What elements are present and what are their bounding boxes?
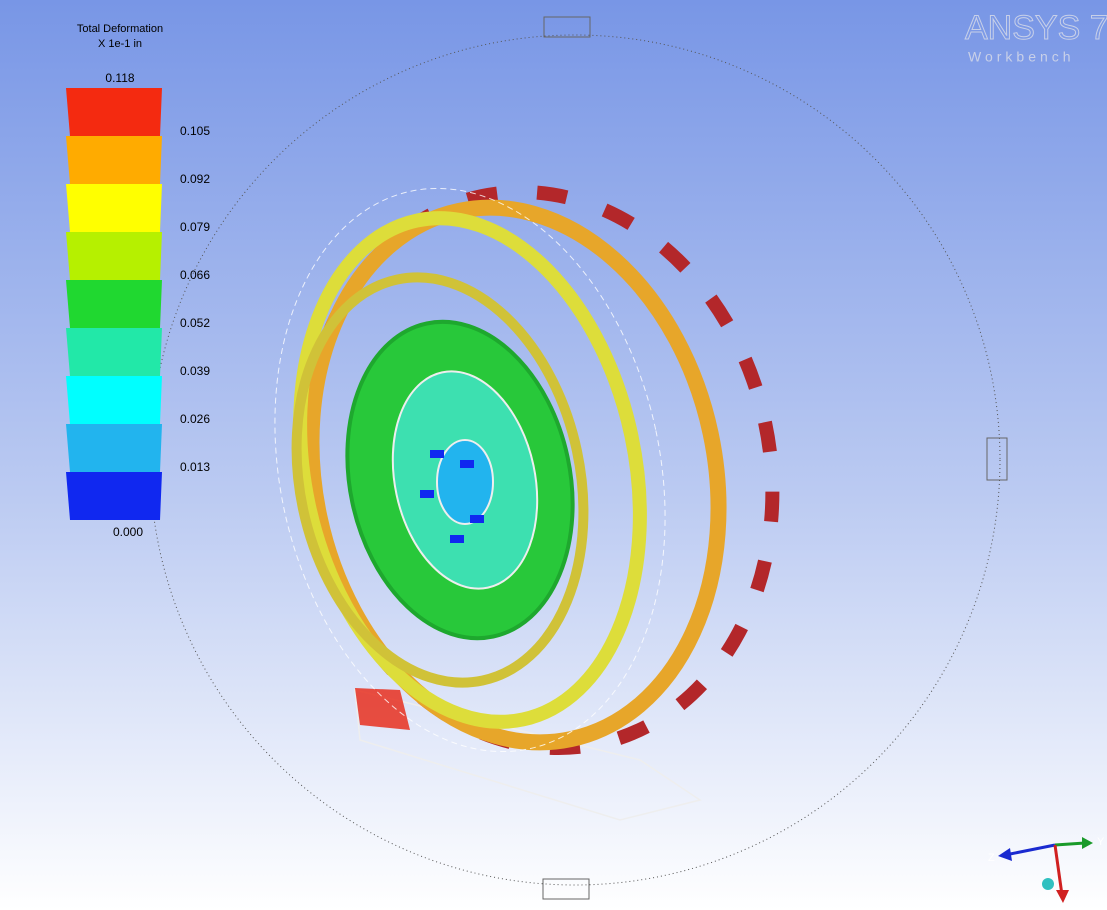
legend-label: 0.079 bbox=[180, 220, 210, 234]
legend-label: 0.092 bbox=[180, 172, 210, 186]
legend-label: 0.105 bbox=[180, 124, 210, 138]
legend-label: 0.026 bbox=[180, 412, 210, 426]
handle-bottom bbox=[542, 878, 590, 900]
legend-label: 0.013 bbox=[180, 460, 210, 474]
axis-triad: Z Y bbox=[988, 836, 1105, 903]
legend-min-label: 0.000 bbox=[113, 525, 143, 539]
legend-band bbox=[66, 136, 162, 184]
legend-label: 0.066 bbox=[180, 268, 210, 282]
axis-z-label: Z bbox=[988, 852, 995, 864]
legend-band bbox=[66, 232, 162, 280]
legend-band bbox=[66, 328, 162, 376]
legend-unit: X 1e-1 in bbox=[98, 38, 142, 50]
legend: 0.118 0.105 0.092 0.079 0.066 0.052 0.039 0.026… bbox=[66, 71, 210, 539]
legend-band bbox=[66, 424, 162, 472]
legend-band bbox=[66, 184, 162, 232]
legend-band bbox=[66, 472, 162, 520]
legend-label: 0.052 bbox=[180, 316, 210, 330]
legend-band bbox=[66, 376, 162, 424]
logo-product: Workbench bbox=[968, 49, 1075, 65]
legend-title: Total Deformation bbox=[77, 23, 163, 35]
handle-right bbox=[986, 437, 1008, 481]
legend-band bbox=[66, 280, 162, 328]
legend-band bbox=[66, 88, 162, 136]
rotation-circle bbox=[149, 34, 1001, 886]
axis-y-label: Y bbox=[1097, 836, 1105, 848]
logo-name: ANSYS 7. bbox=[965, 9, 1107, 47]
model bbox=[274, 184, 780, 821]
legend-label: 0.039 bbox=[180, 364, 210, 378]
legend-max-label: 0.118 bbox=[105, 71, 134, 85]
handle-top bbox=[543, 16, 591, 38]
